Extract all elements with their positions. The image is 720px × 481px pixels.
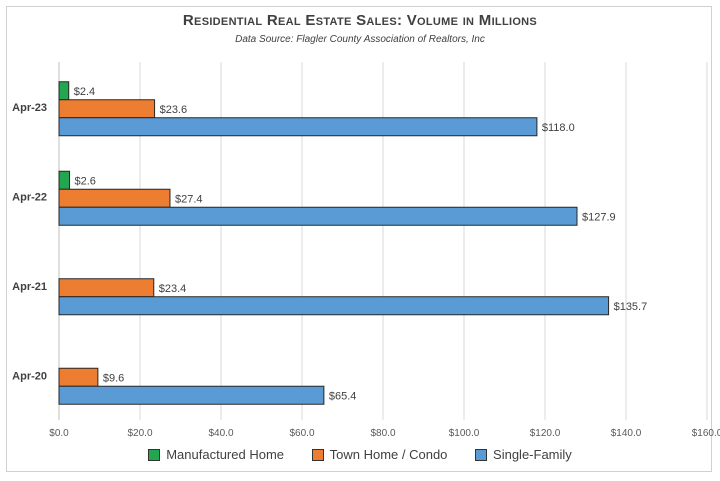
legend-item-manufactured-home: Manufactured Home bbox=[148, 447, 284, 462]
legend-item-town-home-condo: Town Home / Condo bbox=[311, 447, 448, 462]
legend-swatch-manufactured-home bbox=[148, 448, 161, 461]
legend-label-town-home-condo: Town Home / Condo bbox=[329, 447, 448, 462]
legend-label-single-family: Single-Family bbox=[493, 447, 572, 462]
legend-swatch-single-family bbox=[475, 448, 488, 461]
data-label: $2.6 bbox=[75, 175, 96, 187]
category-label: Apr-22 bbox=[12, 191, 47, 203]
legend-swatch-town-home-condo bbox=[311, 448, 324, 461]
data-label: $127.9 bbox=[582, 211, 616, 223]
x-tick-label: $40.0 bbox=[208, 428, 233, 439]
legend: Manufactured Home Town Home / Condo Sing… bbox=[0, 447, 720, 464]
bar bbox=[58, 385, 325, 405]
x-tick-label: $120.0 bbox=[530, 428, 561, 439]
bar bbox=[58, 170, 71, 190]
data-label: $135.7 bbox=[614, 301, 648, 313]
bar bbox=[58, 81, 70, 101]
bar bbox=[58, 367, 99, 387]
chart-subtitle: Data Source: Flagler County Association … bbox=[235, 34, 485, 45]
bar bbox=[58, 206, 578, 226]
bar bbox=[58, 99, 156, 119]
data-label: $23.4 bbox=[159, 283, 187, 295]
data-label: $9.6 bbox=[103, 372, 124, 384]
bar bbox=[58, 117, 538, 137]
legend-item-single-family: Single-Family bbox=[475, 447, 572, 462]
x-tick-label: $80.0 bbox=[370, 428, 395, 439]
data-label: $118.0 bbox=[542, 122, 575, 134]
legend-label-manufactured-home: Manufactured Home bbox=[166, 447, 284, 462]
x-tick-label: $100.0 bbox=[449, 428, 480, 439]
data-label: $2.4 bbox=[74, 86, 95, 98]
data-label: $65.4 bbox=[329, 390, 357, 402]
category-label: Apr-21 bbox=[12, 281, 47, 293]
x-tick-label: $0.0 bbox=[49, 428, 69, 439]
x-tick-label: $20.0 bbox=[127, 428, 152, 439]
data-label: $27.4 bbox=[175, 193, 203, 205]
bar bbox=[58, 188, 171, 208]
x-tick-label: $160.0 bbox=[692, 428, 720, 439]
chart-title: Residential Real Estate Sales: Volume in… bbox=[182, 12, 538, 29]
bar bbox=[58, 296, 610, 316]
data-label: $23.6 bbox=[160, 104, 188, 116]
bar bbox=[58, 278, 155, 298]
x-tick-label: $60.0 bbox=[289, 428, 314, 439]
category-label: Apr-20 bbox=[12, 370, 47, 382]
x-tick-label: $140.0 bbox=[611, 428, 642, 439]
category-label: Apr-23 bbox=[12, 102, 47, 114]
